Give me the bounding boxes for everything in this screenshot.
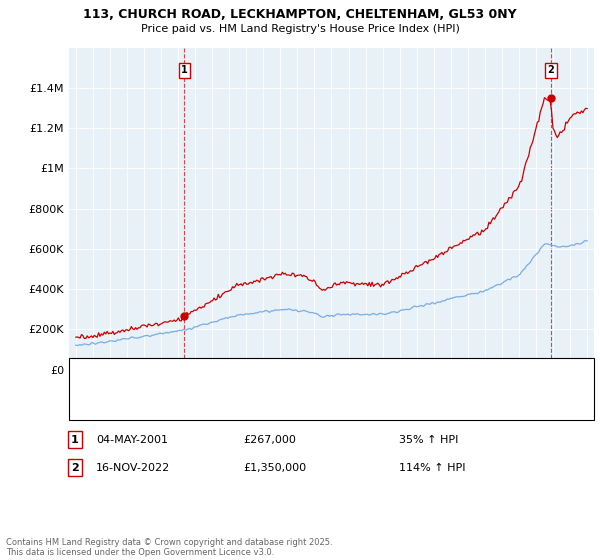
Text: HPI: Average price, detached house, Cheltenham: HPI: Average price, detached house, Chel… [96,398,337,408]
Text: —: — [78,377,93,392]
Text: 114% ↑ HPI: 114% ↑ HPI [399,463,466,473]
Text: 1: 1 [181,65,188,75]
Text: £1,350,000: £1,350,000 [243,463,306,473]
Text: £267,000: £267,000 [243,435,296,445]
Text: 2: 2 [71,463,79,473]
Text: 113, CHURCH ROAD, LECKHAMPTON, CHELTENHAM, GL53 0NY: 113, CHURCH ROAD, LECKHAMPTON, CHELTENHA… [83,8,517,21]
Text: 16-NOV-2022: 16-NOV-2022 [96,463,170,473]
Text: 113, CHURCH ROAD, LECKHAMPTON, CHELTENHAM, GL53 0NY (detached house): 113, CHURCH ROAD, LECKHAMPTON, CHELTENHA… [96,380,490,390]
Text: 04-MAY-2001: 04-MAY-2001 [96,435,168,445]
Text: Price paid vs. HM Land Registry's House Price Index (HPI): Price paid vs. HM Land Registry's House … [140,24,460,34]
Text: 2: 2 [548,65,554,75]
Text: 1: 1 [71,435,79,445]
Text: —: — [78,396,93,410]
Text: Contains HM Land Registry data © Crown copyright and database right 2025.
This d: Contains HM Land Registry data © Crown c… [6,538,332,557]
Text: 35% ↑ HPI: 35% ↑ HPI [399,435,458,445]
